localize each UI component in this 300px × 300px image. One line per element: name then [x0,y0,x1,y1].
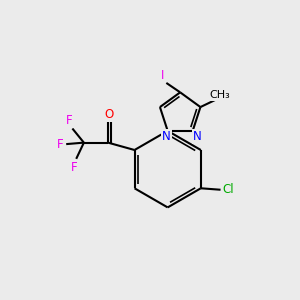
Text: Cl: Cl [222,183,234,196]
Text: CH₃: CH₃ [210,90,230,100]
Text: N: N [193,130,202,143]
Text: I: I [161,69,164,82]
Text: F: F [71,160,78,174]
Text: O: O [104,109,113,122]
Text: N: N [162,130,171,143]
Text: F: F [56,138,63,151]
Text: F: F [66,114,73,127]
